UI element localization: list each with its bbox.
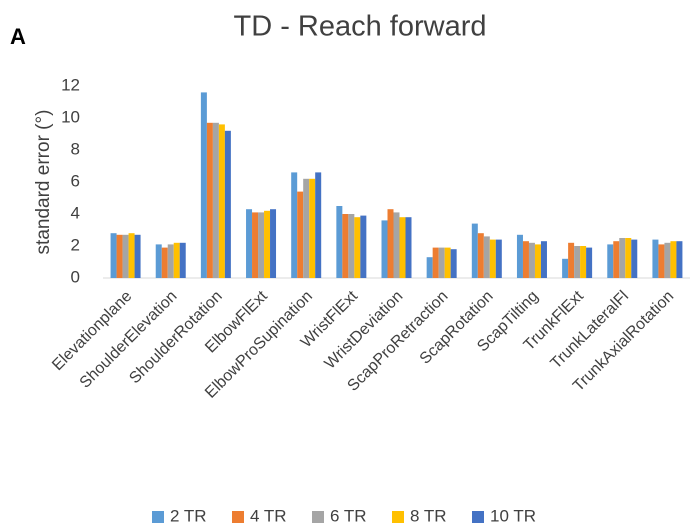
legend-swatch [472,511,484,523]
bar [297,191,304,278]
bar [534,244,541,278]
y-tick-label: 0 [71,267,80,286]
bar [676,241,683,278]
bar [212,122,219,278]
legend-swatch [312,511,324,523]
y-tick-label: 2 [71,235,80,254]
bar [315,172,322,278]
bar [116,234,123,278]
bar [477,233,484,278]
bar [471,223,478,278]
bar [393,212,400,278]
bar [664,242,671,278]
bar [652,239,659,278]
legend-swatch [152,511,164,523]
legend-swatch [392,511,404,523]
bar [258,212,265,278]
legend-label: 4 TR [250,506,287,525]
bar [200,92,207,279]
bar [619,238,626,278]
bar [607,244,614,278]
bar [483,236,490,278]
bar [122,234,129,278]
y-axis-label: standard error (°) [33,110,54,255]
panel-label: A [10,24,26,49]
bar [134,234,141,278]
bar [528,242,535,278]
y-tick-label: 8 [71,139,80,158]
bar [450,249,457,278]
bar [336,206,343,278]
legend-swatch [232,511,244,523]
bar [218,124,225,279]
bar [179,242,186,278]
x-tick-label: WristDeviation [322,288,407,373]
bar [586,247,593,278]
x-tick-label: Elevationplane [49,288,135,374]
bar [360,215,367,278]
bar [522,241,529,278]
bar [574,246,581,278]
bar [291,172,298,278]
legend-label: 6 TR [330,506,367,525]
legend-label: 8 TR [410,506,447,525]
bar [516,234,523,278]
bar [613,241,620,278]
y-tick-label: 12 [61,75,80,94]
bar [670,241,677,278]
bar [580,246,587,278]
bar [625,238,632,278]
bar [562,258,569,278]
bar [381,220,388,278]
bar [348,214,355,278]
bar [167,244,174,278]
bar [444,247,451,278]
bar [432,247,439,278]
bar [426,257,433,278]
bar [405,217,412,278]
bar [264,210,271,278]
bar [568,242,575,278]
y-tick-label: 6 [71,171,80,190]
bar [128,233,135,278]
bar [342,214,349,278]
bar [489,239,496,278]
y-tick-label: 4 [71,203,80,222]
bar [438,247,445,278]
bar [399,217,406,278]
legend-label: 2 TR [170,506,207,525]
bar [495,239,502,278]
bar [540,241,547,278]
bar [206,122,213,278]
bar [161,247,168,278]
bar [155,244,162,278]
bar [246,209,253,278]
bar [303,178,310,278]
bar [252,212,259,278]
bar [110,233,117,278]
bar [173,242,180,278]
bar [631,239,638,278]
x-tick-label: TrunkLateralFl [548,288,633,373]
y-tick-label: 10 [61,107,80,126]
bar [658,244,665,278]
bar [270,209,277,278]
bar [309,178,316,278]
chart-title: TD - Reach forward [233,11,486,43]
bar [387,209,394,278]
bar [224,130,231,278]
bar [354,217,361,278]
legend-label: 10 TR [490,506,536,525]
